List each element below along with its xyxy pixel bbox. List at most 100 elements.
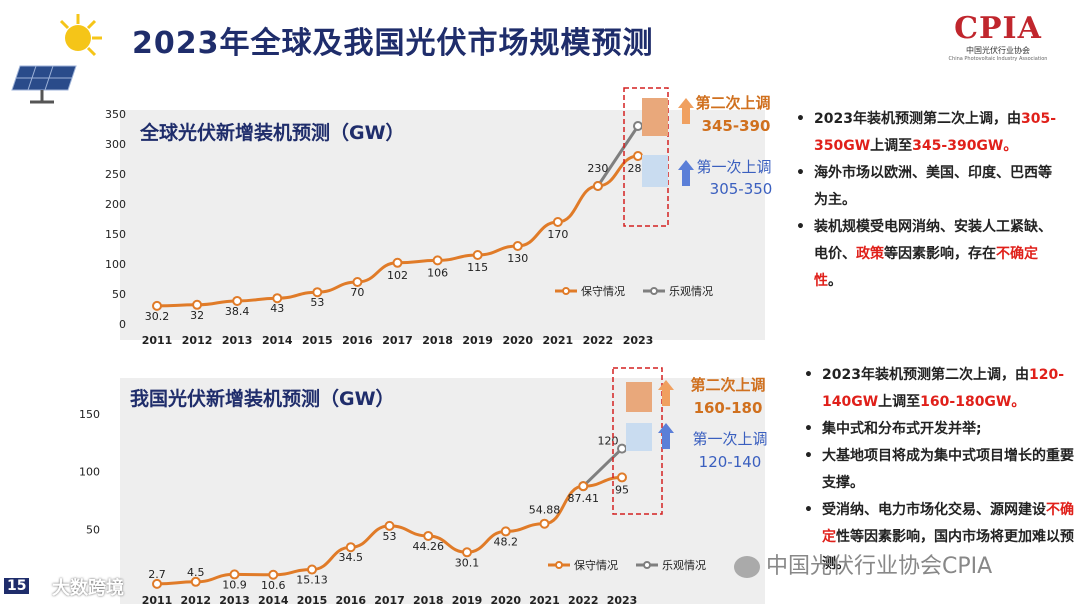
x-tick-label: 2016	[335, 594, 366, 607]
first-adjustment-range: 305-350	[710, 180, 773, 198]
data-value-label: 106	[427, 266, 448, 279]
x-tick-label: 2023	[623, 334, 654, 347]
data-value-label: 102	[387, 269, 408, 282]
highlight-text: 160-180GW。	[920, 394, 1026, 410]
conservative-point	[432, 255, 443, 266]
first-adjustment-label: 第一次上调	[696, 158, 771, 176]
conservative-point	[578, 481, 589, 492]
x-tick-label: 2012	[180, 594, 211, 607]
data-value-label: 34.5	[339, 551, 364, 564]
x-tick-label: 2017	[382, 334, 413, 347]
data-value-label: 2.7	[148, 568, 166, 581]
conservative-point	[312, 287, 323, 298]
adjustment-block	[626, 382, 652, 412]
second-adjustment-label: 第二次上调	[690, 376, 765, 394]
conservative-point	[539, 518, 550, 529]
china-bullet: 受消纳、电力市场化交易、源网建设不确定性等因素影响，国内市场将更加难以预测。	[798, 497, 1076, 578]
data-value-label: 38.4	[225, 305, 250, 318]
bullet-text: 2023年装机预测第二次上调，由	[814, 111, 1021, 127]
conservative-point	[633, 151, 643, 161]
conservative-point	[617, 472, 627, 483]
data-value-label: 48.2	[494, 535, 519, 548]
global-bullets: 2023年装机预测第二次上调，由305-350GW上调至345-390GW。海外…	[790, 106, 1060, 295]
x-tick-label: 2021	[529, 594, 560, 607]
y-tick-label: 100	[79, 466, 100, 479]
bullet-text: 装机规模受电网消纳、安装人工紧缺、电价、	[814, 219, 1052, 262]
conservative-point	[462, 547, 472, 558]
up-arrow-icon	[658, 423, 674, 449]
data-value-label: 54.88	[529, 504, 561, 517]
x-tick-label: 2018	[413, 594, 444, 607]
data-value-label: 87.41	[568, 492, 600, 505]
china-bullet: 集中式和分布式开发并举;	[798, 416, 1076, 443]
data-value-label: 53	[383, 530, 397, 543]
cpia-logo: CPIA 中国光伏行业协会 China Photovoltaic Industr…	[948, 12, 1048, 82]
global-bullet: 装机规模受电网消纳、安装人工紧缺、电价、政策等因素影响，存在不确定性。	[790, 214, 1060, 295]
series-line-optimistic	[582, 447, 624, 488]
legend-label-optimistic: 乐观情况	[669, 285, 713, 298]
first-adjustment-label: 第一次上调	[692, 430, 767, 448]
x-tick-label: 2015	[297, 594, 328, 607]
conservative-point	[152, 578, 162, 589]
conservative-point	[423, 530, 434, 541]
china-bullet: 2023年装机预测第二次上调，由120-140GW上调至160-180GW。	[798, 362, 1076, 416]
conservative-point	[352, 277, 363, 287]
up-arrow-icon	[658, 380, 674, 406]
conservative-point	[392, 257, 403, 268]
bullet-text: 上调至	[878, 394, 921, 410]
china-bullets: 2023年装机预测第二次上调，由120-140GW上调至160-180GW。集中…	[798, 362, 1076, 578]
page-number: 15	[4, 578, 30, 594]
y-tick-label: 50	[86, 523, 100, 536]
series-line-optimistic	[596, 125, 640, 187]
conservative-point	[272, 293, 283, 304]
global-bullet: 海外市场以欧洲、美国、印度、巴西等为主。	[790, 160, 1060, 214]
conservative-point	[229, 569, 240, 580]
bullet-text: 等因素影响，存在	[884, 246, 996, 262]
bullet-text: 大基地项目将成为集中式项目增长的重要支撑。	[822, 448, 1074, 491]
legend-marker-conservative	[555, 561, 563, 569]
second-adjustment-range: 160-180	[694, 399, 763, 417]
y-tick-label: 50	[112, 288, 126, 301]
bullet-text: 。	[828, 273, 842, 289]
conservative-point	[472, 250, 483, 260]
wechat-watermark: 中国光伏行业协会CPIA	[734, 548, 992, 580]
highlight-text: 345-390GW。	[912, 138, 1018, 154]
conservative-point	[552, 217, 563, 227]
highlight-text: 政策	[856, 246, 884, 262]
logo-english: China Photovoltaic Industry Association	[948, 56, 1048, 62]
wechat-icon	[734, 556, 760, 578]
conservative-point	[152, 300, 162, 311]
data-value-label: 130	[507, 252, 528, 265]
highlight-text: 不确定性	[814, 246, 1038, 289]
x-tick-label: 2013	[219, 594, 250, 607]
x-tick-label: 2014	[258, 594, 289, 607]
data-value-label: 30.2	[145, 310, 170, 323]
x-tick-label: 2021	[543, 334, 574, 347]
conservative-point	[307, 564, 317, 575]
x-tick-label: 2022	[568, 594, 599, 607]
x-tick-label: 2014	[262, 334, 293, 347]
x-tick-label: 2019	[462, 334, 493, 347]
highlight-text: 120-140GW	[822, 367, 1065, 410]
bullet-text: 上调至	[870, 138, 913, 154]
logo-subtitle: 中国光伏行业协会	[966, 46, 1030, 55]
optimistic-value-label: 120	[598, 435, 619, 448]
data-value-label: 44.26	[413, 540, 445, 553]
x-tick-label: 2020	[502, 334, 533, 347]
x-tick-label: 2016	[342, 334, 373, 347]
y-tick-label: 0	[119, 318, 126, 331]
first-adjustment-range: 120-140	[699, 453, 762, 471]
y-tick-label: 250	[105, 168, 126, 181]
data-value-label: 115	[467, 261, 488, 274]
conservative-point	[232, 295, 243, 306]
legend-marker-conservative	[562, 287, 570, 295]
data-value-label: 10.6	[261, 579, 286, 592]
adjustment-block	[626, 423, 652, 451]
adjustment-block	[642, 98, 668, 136]
highlight-text: 305-350GW	[814, 111, 1057, 154]
data-value-label: 53	[310, 296, 324, 309]
x-tick-label: 2023	[607, 594, 638, 607]
bullet-text: 海外市场以欧洲、美国、印度、巴西等为主。	[814, 165, 1052, 208]
conservative-point	[592, 181, 603, 191]
conservative-point	[500, 526, 511, 537]
